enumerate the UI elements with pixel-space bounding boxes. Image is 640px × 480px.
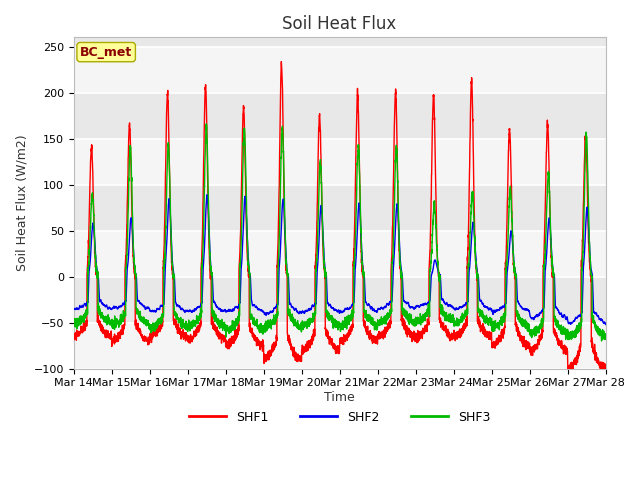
SHF2 bbox=[406, 304, 414, 310]
Bar bbox=[74, 47, 605, 93]
SHF2 bbox=[351, 276, 358, 281]
SHF1 bbox=[406, 334, 414, 339]
SHF3 bbox=[143, 323, 150, 329]
SHF1 bbox=[602, 363, 609, 369]
SHF1 bbox=[70, 330, 77, 336]
Bar bbox=[74, 230, 605, 276]
X-axis label: Time: Time bbox=[324, 391, 355, 404]
Title: Soil Heat Flux: Soil Heat Flux bbox=[282, 15, 397, 33]
SHF3 bbox=[499, 313, 506, 319]
SHF2 bbox=[595, 316, 603, 322]
SHF2 bbox=[204, 192, 211, 198]
SHF3 bbox=[419, 318, 426, 324]
SHF1 bbox=[599, 370, 607, 376]
SHF1 bbox=[143, 336, 150, 342]
SHF2 bbox=[602, 322, 609, 327]
SHF1 bbox=[351, 208, 358, 214]
SHF3 bbox=[70, 323, 77, 328]
SHF1 bbox=[419, 336, 426, 341]
SHF1 bbox=[278, 59, 285, 64]
SHF1 bbox=[499, 331, 506, 337]
Bar bbox=[74, 139, 605, 184]
SHF3 bbox=[351, 253, 358, 259]
SHF1 bbox=[595, 362, 603, 368]
Line: SHF2: SHF2 bbox=[74, 195, 605, 324]
Bar bbox=[74, 323, 605, 369]
SHF3 bbox=[602, 331, 609, 337]
SHF2 bbox=[143, 304, 150, 310]
SHF3 bbox=[202, 121, 210, 127]
SHF3 bbox=[598, 338, 605, 344]
SHF2 bbox=[70, 306, 77, 312]
Line: SHF1: SHF1 bbox=[74, 61, 605, 373]
Y-axis label: Soil Heat Flux (W/m2): Soil Heat Flux (W/m2) bbox=[15, 134, 28, 271]
Text: BC_met: BC_met bbox=[80, 46, 132, 59]
Legend: SHF1, SHF2, SHF3: SHF1, SHF2, SHF3 bbox=[184, 406, 495, 429]
SHF3 bbox=[595, 328, 603, 334]
SHF2 bbox=[499, 304, 506, 310]
Line: SHF3: SHF3 bbox=[74, 124, 605, 341]
SHF2 bbox=[419, 301, 426, 307]
SHF3 bbox=[406, 315, 414, 321]
